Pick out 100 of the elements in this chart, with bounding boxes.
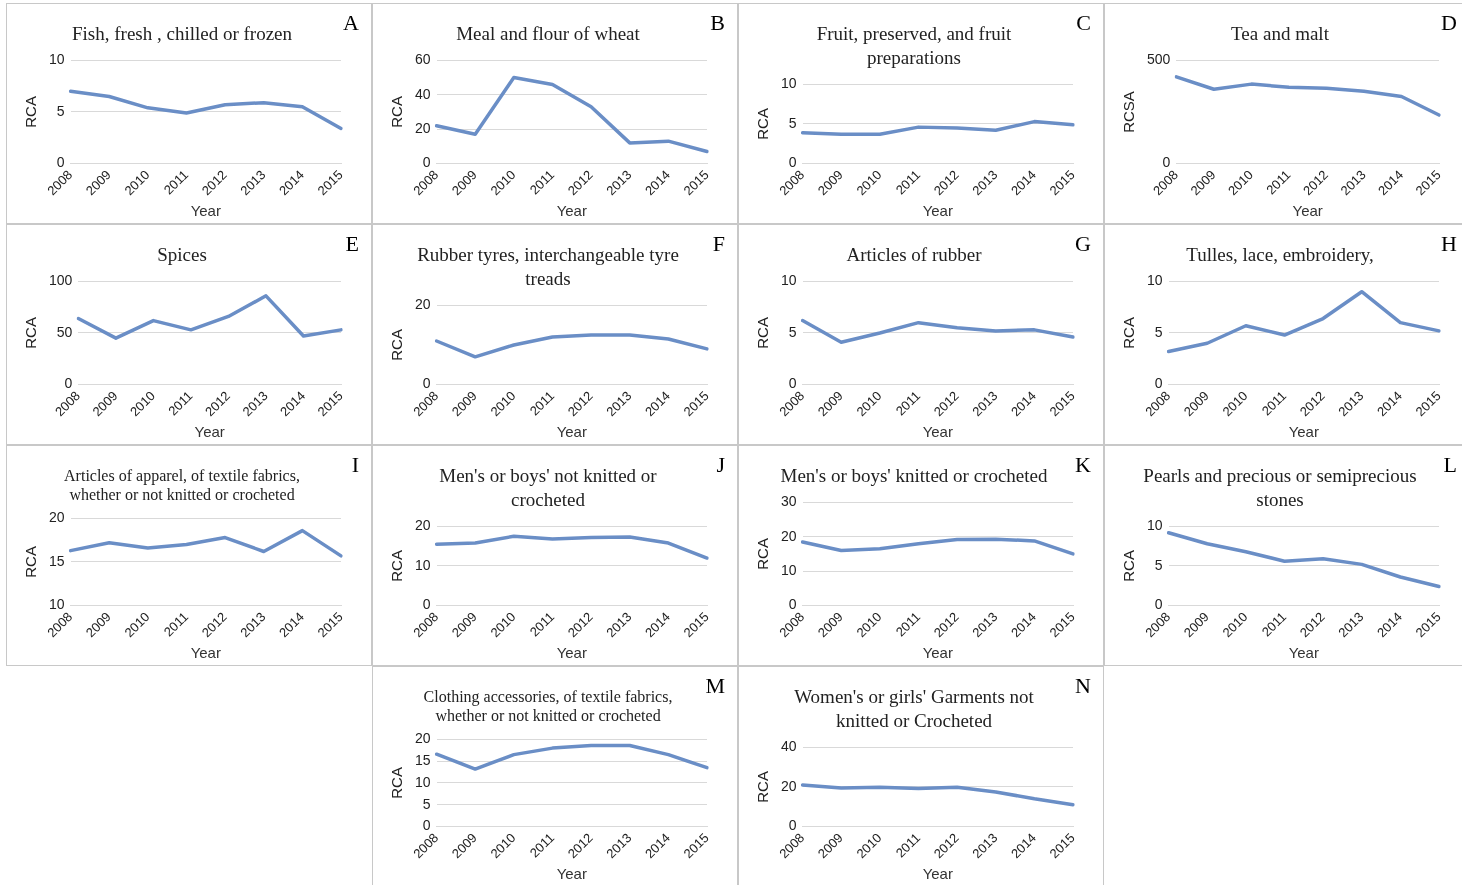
y-tick-label: 20 <box>780 527 797 544</box>
chart-title: Rubber tyres, interchangeable tyre treads <box>416 243 680 291</box>
text: D <box>1441 10 1457 36</box>
y-tick-label: 5 <box>56 102 65 119</box>
chart-title: Articles of rubber <box>845 243 983 267</box>
chart-title: Meal and flour of wheat <box>455 22 641 46</box>
y-tick-label: 15 <box>414 752 431 769</box>
text: G <box>1075 231 1091 257</box>
text: C <box>1076 10 1091 36</box>
x-axis-title: Year <box>1292 202 1323 220</box>
y-tick-label: 10 <box>414 773 431 790</box>
y-tick-label: 20 <box>48 509 65 526</box>
y-tick-label: 0 <box>64 375 73 392</box>
x-axis-title: Year <box>190 644 221 662</box>
y-axis-title: RCA <box>754 108 772 140</box>
y-tick-label: 0 <box>788 375 797 392</box>
chart-title: Clothing accessories, of textile fabrics, whether or not knitted or crocheted <box>422 687 674 725</box>
text: A <box>343 10 359 36</box>
y-tick-label: 10 <box>1146 517 1163 534</box>
chart-title: Tulles, lace, embroidery, <box>1185 243 1375 267</box>
y-tick-label: 10 <box>780 75 797 92</box>
y-tick-label: 0 <box>788 817 797 834</box>
x-axis-title: Year <box>556 202 587 220</box>
y-tick-label: 0 <box>56 154 65 171</box>
y-tick-label: 0 <box>788 154 797 171</box>
y-tick-label: 0 <box>422 817 431 834</box>
chart-title: Tea and malt <box>1230 22 1330 46</box>
y-tick-label: 5 <box>1154 556 1163 573</box>
y-tick-label: 20 <box>414 517 431 534</box>
y-tick-label: 10 <box>414 556 431 573</box>
y-tick-label: 100 <box>49 272 73 289</box>
y-tick-label: 40 <box>780 738 797 755</box>
y-axis-title: RCA <box>388 329 406 361</box>
y-tick-label: 0 <box>422 154 431 171</box>
y-axis-title: RCA <box>754 538 772 570</box>
text: H <box>1441 231 1457 257</box>
text: I <box>351 452 359 478</box>
y-tick-label: 5 <box>1154 323 1163 340</box>
y-axis-title: RCA <box>1120 550 1138 582</box>
x-axis-title: Year <box>922 423 953 441</box>
y-tick-label: 60 <box>414 51 431 68</box>
y-tick-label: 20 <box>414 120 431 137</box>
y-axis-title: RCA <box>1120 317 1138 349</box>
chart-title: Fruit, preserved, and fruit preparations <box>815 22 1013 70</box>
y-tick-label: 0 <box>422 596 431 613</box>
x-axis-title: Year <box>190 202 221 220</box>
x-axis-title: Year <box>556 865 587 883</box>
y-axis-title: RCA <box>22 317 40 349</box>
y-tick-label: 10 <box>780 562 797 579</box>
y-tick-label: 40 <box>414 85 431 102</box>
text: K <box>1075 452 1091 478</box>
x-axis-title: Year <box>922 865 953 883</box>
y-tick-label: 10 <box>48 596 65 613</box>
text: N <box>1075 673 1091 699</box>
y-tick-label: 50 <box>56 323 73 340</box>
x-axis-title: Year <box>556 644 587 662</box>
y-axis-title: RCA <box>388 550 406 582</box>
text: F <box>712 231 725 257</box>
x-axis-title: Year <box>194 423 225 441</box>
y-tick-label: 5 <box>422 795 431 812</box>
y-axis-title: RCA <box>388 96 406 128</box>
y-tick-label: 0 <box>788 596 797 613</box>
y-axis-title: RCA <box>22 96 40 128</box>
y-axis-title: RCA <box>388 767 406 799</box>
chart-title: Articles of apparel, of textile fabrics, whether or not knitted or crocheted <box>63 466 301 504</box>
y-tick-label: 30 <box>780 493 797 510</box>
y-tick-label: 0 <box>1162 154 1171 171</box>
x-axis-title: Year <box>1288 644 1319 662</box>
y-tick-label: 20 <box>414 730 431 747</box>
y-tick-label: 10 <box>780 272 797 289</box>
text: J <box>716 452 725 478</box>
chart-title: Men's or boys' not knitted or crocheted <box>438 464 658 512</box>
chart-title: Fish, fresh , chilled or frozen <box>71 22 293 46</box>
y-tick-label: 20 <box>780 777 797 794</box>
x-axis-title: Year <box>1288 423 1319 441</box>
y-tick-label: 0 <box>422 375 431 392</box>
y-axis-title: RCSA <box>1120 91 1138 133</box>
y-tick-label: 5 <box>788 114 797 131</box>
y-tick-label: 10 <box>48 51 65 68</box>
chart-title: Spices <box>156 243 208 267</box>
y-axis-title: RCA <box>22 546 40 578</box>
text: B <box>710 10 725 36</box>
text: M <box>705 673 725 699</box>
y-axis-title: RCA <box>754 317 772 349</box>
x-axis-title: Year <box>556 423 587 441</box>
y-tick-label: 500 <box>1147 51 1171 68</box>
y-tick-label: 20 <box>414 296 431 313</box>
y-tick-label: 15 <box>48 552 65 569</box>
chart-title: Pearls and precious or semiprecious stones <box>1142 464 1418 512</box>
y-tick-label: 0 <box>1154 596 1163 613</box>
y-tick-label: 5 <box>788 323 797 340</box>
chart-title: Men's or boys' knitted or crocheted <box>779 464 1049 488</box>
x-axis-title: Year <box>922 644 953 662</box>
text: E <box>345 231 359 257</box>
text: L <box>1443 452 1457 478</box>
y-axis-title: RCA <box>754 771 772 803</box>
y-tick-label: 10 <box>1146 272 1163 289</box>
y-tick-label: 0 <box>1154 375 1163 392</box>
x-axis-title: Year <box>922 202 953 220</box>
chart-title: Women's or girls' Garments not knitted or Crocheted <box>793 685 1035 733</box>
